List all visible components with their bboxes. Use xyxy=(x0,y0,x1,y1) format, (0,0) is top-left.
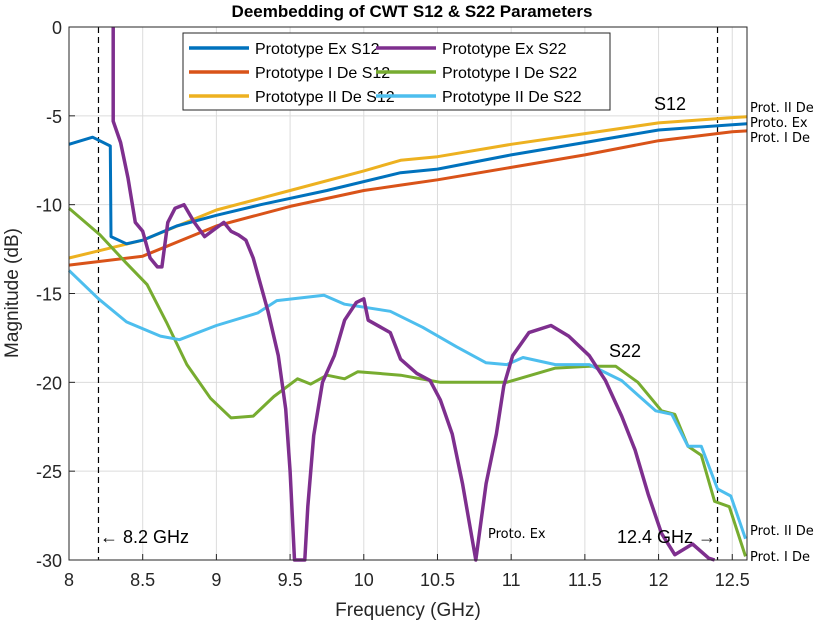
legend-label: Prototype I De S12 xyxy=(255,65,390,82)
legend: Prototype Ex S12 Prototype I De S12 Protot… xyxy=(182,32,611,111)
x-tick-label: 9.5 xyxy=(278,570,303,590)
annotation-s12: S12 xyxy=(654,94,686,114)
tick-labels: 8 8.5 9 9.5 10 10.5 11 11.5 12 12.5 0 -5 -10 -15 -20 -2… xyxy=(36,18,750,590)
y-axis-label: Magnitude (dB) xyxy=(2,228,23,358)
x-tick-label: 10.5 xyxy=(420,570,455,590)
plot-area-border xyxy=(68,26,748,561)
series-line-prototype-ii-de-s12 xyxy=(68,115,748,260)
y-tick-label: -15 xyxy=(36,285,62,305)
x-tick-label: 8.5 xyxy=(130,570,155,590)
series-line-prototype-ex-s22 xyxy=(111,27,716,562)
x-tick-label: 12 xyxy=(649,570,669,590)
y-tick-label: -10 xyxy=(36,196,62,216)
annotation-s22-proto-ex: Proto. Ex xyxy=(488,527,546,542)
x-tick-label: 9 xyxy=(211,570,221,590)
y-tick-label: -30 xyxy=(36,551,62,571)
legend-label: Prototype II De S22 xyxy=(442,89,582,106)
x-tick-label: 10 xyxy=(354,570,374,590)
marker-label-8-2: ← 8.2 GHz xyxy=(100,527,189,547)
annotation-s12-prot-ii: Prot. II De xyxy=(750,101,814,116)
x-tick-label: 8 xyxy=(64,570,74,590)
series-line-prototype-ii-de-s22 xyxy=(67,269,747,540)
x-tick-label: 12.5 xyxy=(715,570,750,590)
series-line-prototype-ex-s12 xyxy=(68,122,748,246)
marker-lines xyxy=(97,27,719,560)
chart-title: Deembedding of CWT S12 & S22 Parameters xyxy=(232,2,593,21)
y-tick-label: 0 xyxy=(52,18,62,38)
x-axis-label: Frequency (GHz) xyxy=(335,600,481,621)
x-tick-label: 11.5 xyxy=(568,570,602,590)
y-tick-label: -5 xyxy=(46,107,62,127)
y-tick-label: -25 xyxy=(36,462,62,482)
annotation-s12-proto-ex: Proto. Ex xyxy=(750,116,808,131)
legend-label: Prototype Ex S22 xyxy=(442,41,567,58)
annotation-s12-prot-i: Prot. I De xyxy=(750,131,810,146)
legend-label: Prototype II De S12 xyxy=(255,89,395,106)
series-line-prototype-i-de-s12 xyxy=(68,129,748,267)
annotation-s22: S22 xyxy=(609,341,641,361)
marker-label-12-4: 12.4 GHz → xyxy=(617,527,716,547)
grid xyxy=(68,26,747,561)
series-line-prototype-i-de-s22 xyxy=(68,207,747,557)
annotation-s22-prot-i: Prot. I De xyxy=(750,550,810,565)
legend-label: Prototype Ex S12 xyxy=(255,41,380,58)
series-group xyxy=(67,27,748,562)
annotation-s22-prot-ii: Prot. II De xyxy=(750,524,814,539)
y-tick-label: -20 xyxy=(36,373,62,393)
legend-label: Prototype I De S22 xyxy=(442,65,577,82)
x-tick-label: 11 xyxy=(502,570,521,590)
